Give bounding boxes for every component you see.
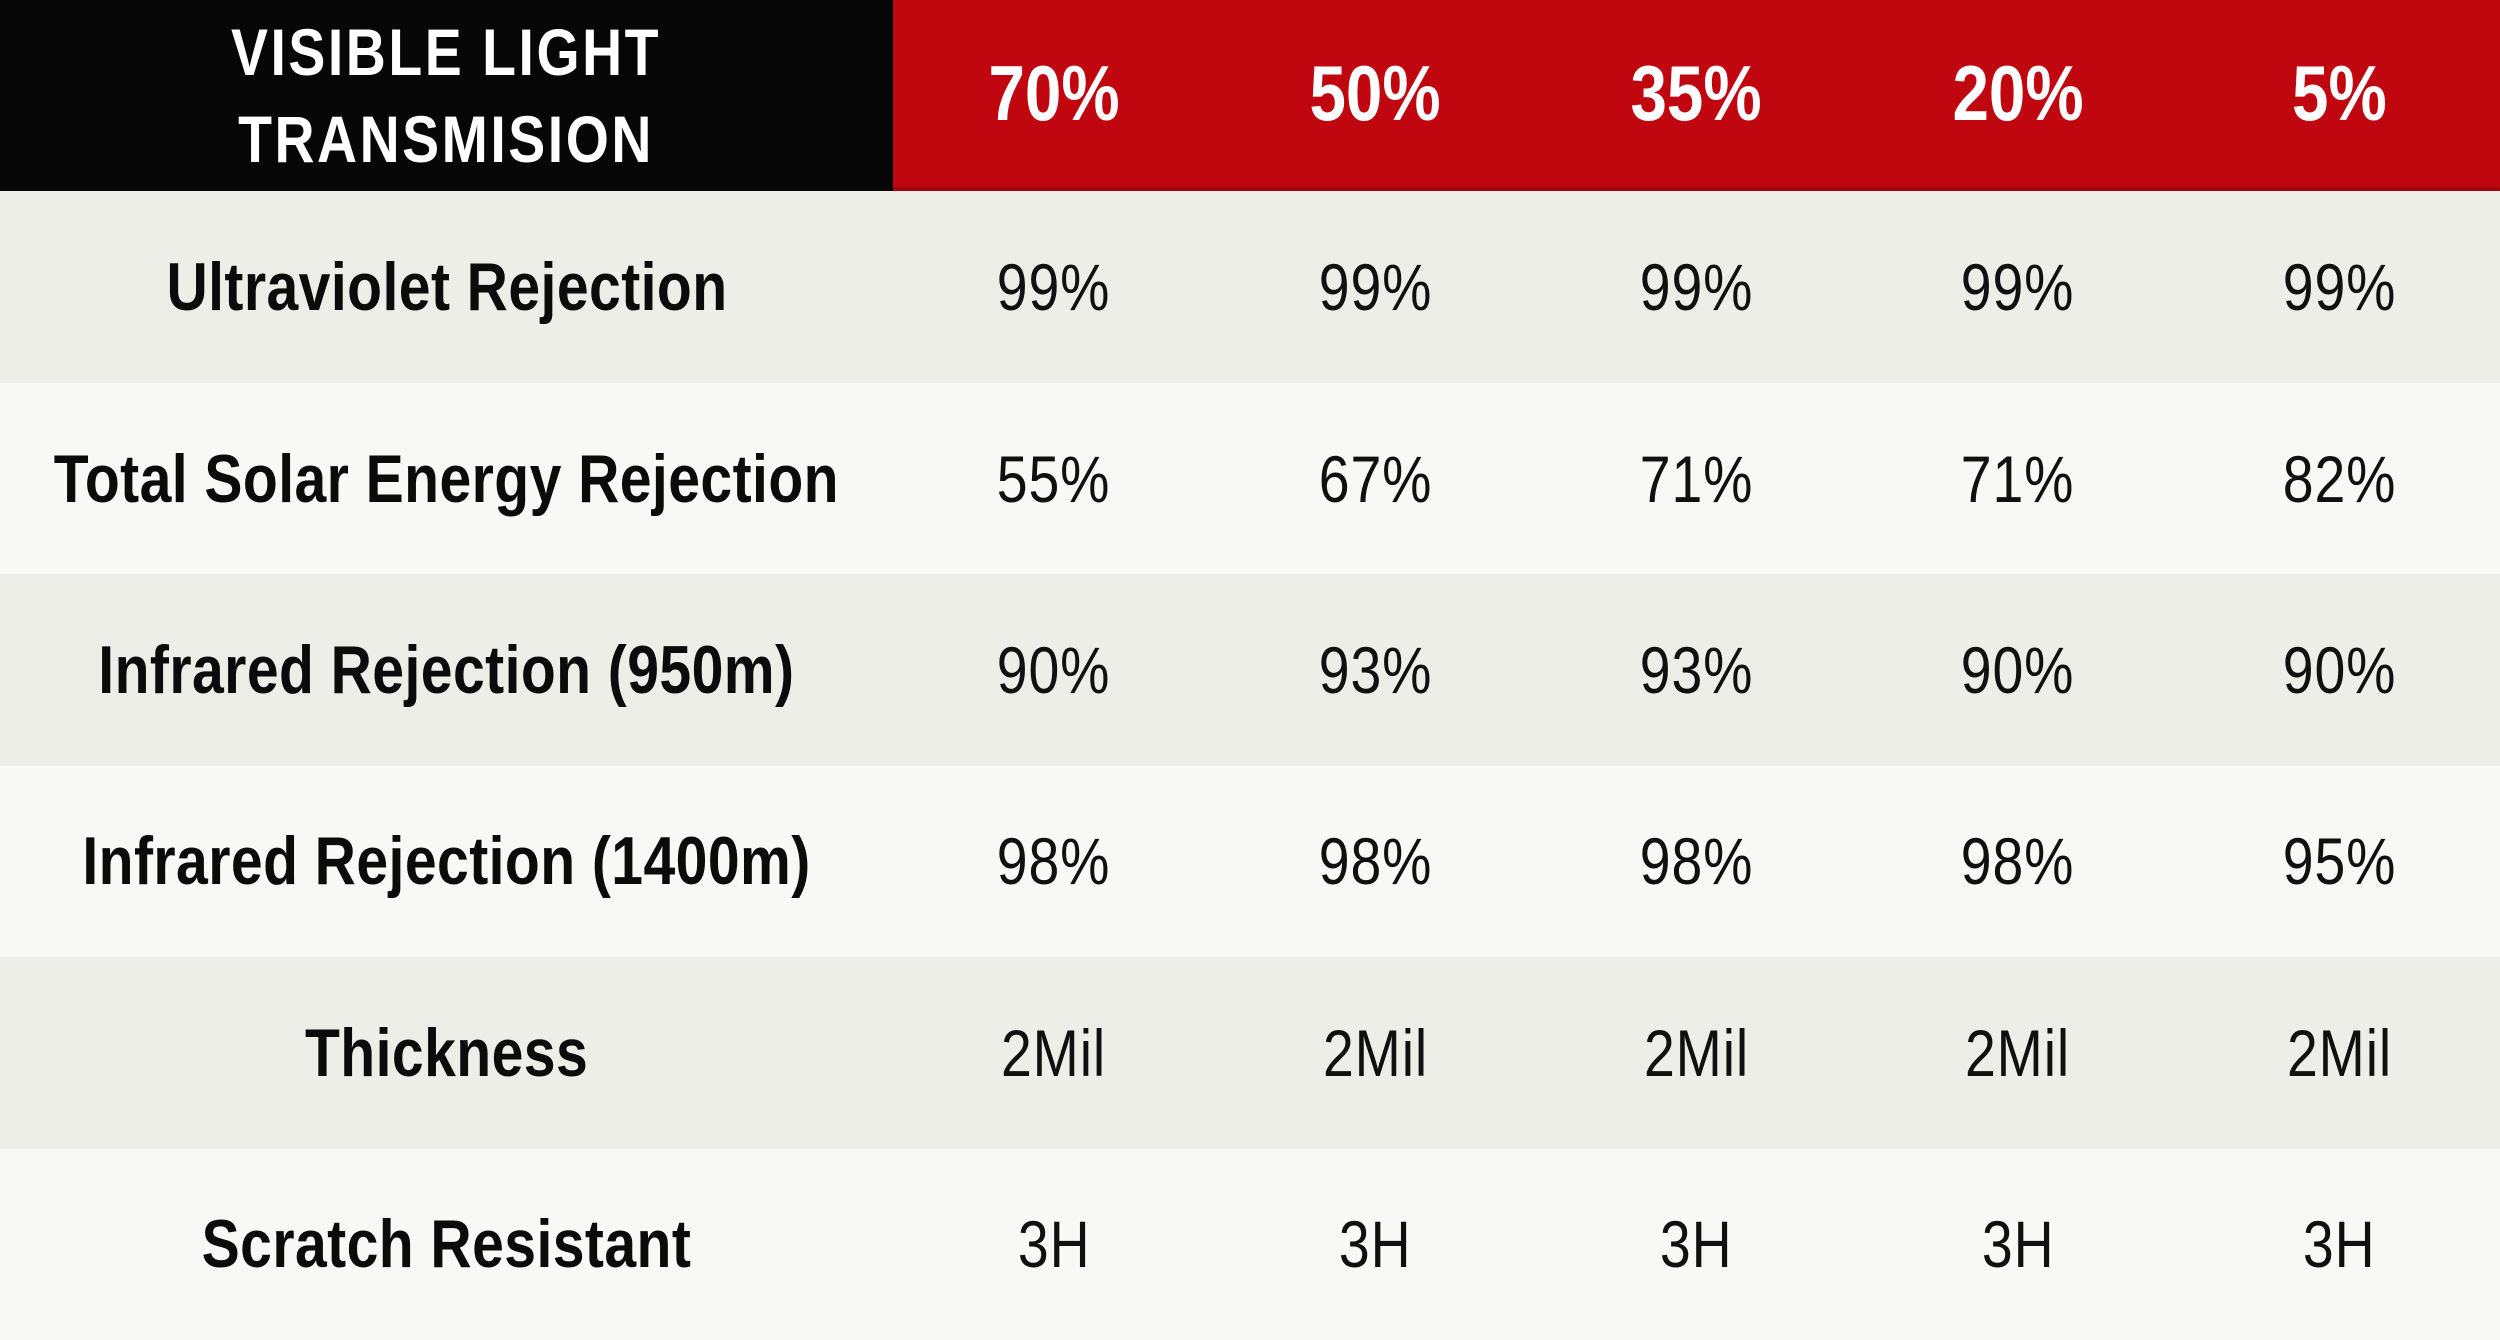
header-label-cell: VISIBLE LIGHT TRANSMISION (0, 0, 893, 192)
table-row-ultraviolet-rejection: Ultraviolet Rejection 99% 99% 99% 99% 99… (0, 191, 2500, 383)
row-value-cell: 98% (893, 765, 1215, 958)
table-title-line1: VISIBLE LIGHT (231, 14, 662, 89)
row-value-cell: 99% (1535, 191, 1858, 383)
row-value-cell: 98% (1214, 765, 1536, 958)
row-value-cell: 3H (893, 1148, 1215, 1340)
row-label: Scratch Resistant (201, 1206, 692, 1283)
row-value: 71% (1961, 441, 2075, 516)
row-value: 71% (1639, 441, 1754, 516)
table-title: VISIBLE LIGHT TRANSMISION (231, 9, 661, 183)
row-value: 3H (1338, 1207, 1412, 1282)
row-value: 99% (1318, 250, 1432, 325)
header-column-label: 5% (2291, 49, 2387, 138)
row-value: 2Mil (1322, 1015, 1428, 1090)
row-label: Thickness (304, 1014, 589, 1091)
table-row-infrared-rejection-1400: Infrared Rejection (1400m) 98% 98% 98% 9… (0, 765, 2500, 958)
row-value-cell: 99% (2178, 191, 2500, 383)
row-label: Infrared Rejection (950m) (98, 631, 795, 708)
table-row-infrared-rejection-950: Infrared Rejection (950m) 90% 93% 93% 90… (0, 574, 2500, 766)
row-value-cell: 3H (2178, 1148, 2500, 1340)
table-row-total-solar-energy-rejection: Total Solar Energy Rejection 55% 67% 71%… (0, 382, 2500, 575)
row-value: 98% (996, 824, 1111, 899)
row-value-cell: 71% (1857, 382, 2179, 575)
header-column-50: 50% (1214, 0, 1536, 192)
row-value: 90% (1961, 632, 2075, 707)
header-column-35: 35% (1535, 0, 1858, 192)
row-value-cell: 3H (1857, 1148, 2179, 1340)
row-value: 99% (2282, 250, 2397, 325)
row-label-cell: Total Solar Energy Rejection (0, 382, 893, 575)
row-value-cell: 99% (893, 191, 1215, 383)
row-value-cell: 2Mil (1857, 957, 2179, 1149)
header-row: VISIBLE LIGHT TRANSMISION 70% 50% 35% 20… (0, 0, 2500, 192)
row-value-cell: 82% (2178, 382, 2500, 575)
row-value-cell: 90% (2178, 574, 2500, 766)
row-value-cell: 2Mil (2178, 957, 2500, 1149)
row-value: 2Mil (2286, 1015, 2392, 1090)
row-value-cell: 98% (1857, 765, 2179, 958)
row-value-cell: 55% (893, 382, 1215, 575)
row-label-cell: Infrared Rejection (950m) (0, 574, 893, 766)
row-value: 98% (1961, 824, 2075, 899)
row-label-cell: Thickness (0, 957, 893, 1149)
row-value: 82% (2282, 441, 2397, 516)
row-value-cell: 2Mil (893, 957, 1215, 1149)
row-value-cell: 3H (1214, 1148, 1536, 1340)
row-value-cell: 90% (893, 574, 1215, 766)
row-value: 2Mil (1965, 1015, 2071, 1090)
row-value-cell: 99% (1214, 191, 1536, 383)
row-value-cell: 2Mil (1214, 957, 1536, 1149)
table-row-thickness: Thickness 2Mil 2Mil 2Mil 2Mil 2Mil (0, 957, 2500, 1149)
row-value-cell: 95% (2178, 765, 2500, 958)
header-column-20: 20% (1857, 0, 2179, 192)
row-value: 2Mil (1001, 1015, 1107, 1090)
row-label: Ultraviolet Rejection (165, 249, 728, 326)
row-value: 2Mil (1644, 1015, 1750, 1090)
row-value: 3H (1660, 1207, 1733, 1282)
row-value: 3H (1981, 1207, 2055, 1282)
row-value-cell: 99% (1857, 191, 2179, 383)
row-label-cell: Ultraviolet Rejection (0, 191, 893, 383)
row-value: 3H (2303, 1207, 2376, 1282)
row-label: Total Solar Energy Rejection (53, 440, 840, 517)
row-value: 90% (996, 632, 1111, 707)
row-value: 55% (996, 441, 1111, 516)
row-value: 67% (1318, 441, 1432, 516)
row-value-cell: 71% (1535, 382, 1858, 575)
table-title-line2: TRANSMISION (238, 101, 655, 176)
header-column-5: 5% (2178, 0, 2500, 192)
header-column-70: 70% (893, 0, 1215, 192)
row-label: Infrared Rejection (1400m) (82, 823, 811, 900)
table-row-scratch-resistant: Scratch Resistant 3H 3H 3H 3H 3H (0, 1148, 2500, 1340)
row-value: 93% (1318, 632, 1432, 707)
row-value: 98% (1639, 824, 1754, 899)
header-column-label: 35% (1630, 49, 1763, 138)
row-value-cell: 2Mil (1535, 957, 1858, 1149)
row-value: 90% (2282, 632, 2397, 707)
row-label-cell: Scratch Resistant (0, 1148, 893, 1340)
row-value-cell: 93% (1214, 574, 1536, 766)
row-value: 3H (1017, 1207, 1090, 1282)
header-column-label: 70% (988, 49, 1120, 138)
row-value-cell: 93% (1535, 574, 1858, 766)
row-value: 99% (996, 250, 1111, 325)
row-value: 93% (1639, 632, 1754, 707)
row-value-cell: 3H (1535, 1148, 1858, 1340)
row-value: 95% (2282, 824, 2397, 899)
header-column-label: 50% (1309, 49, 1441, 138)
row-value-cell: 98% (1535, 765, 1858, 958)
row-value: 99% (1961, 250, 2075, 325)
row-value-cell: 67% (1214, 382, 1536, 575)
row-value: 99% (1639, 250, 1754, 325)
row-label-cell: Infrared Rejection (1400m) (0, 765, 893, 958)
row-value-cell: 90% (1857, 574, 2179, 766)
row-value: 98% (1318, 824, 1432, 899)
header-column-label: 20% (1952, 49, 2084, 138)
